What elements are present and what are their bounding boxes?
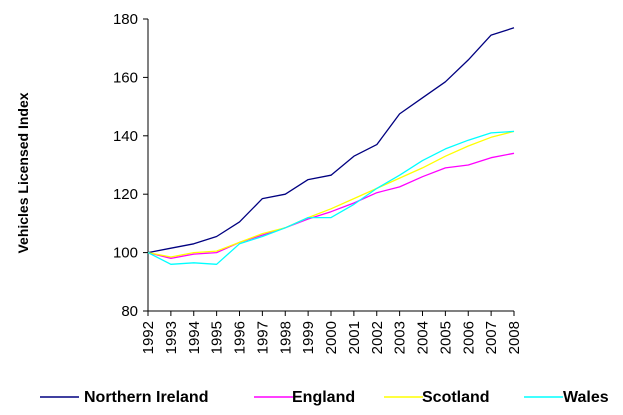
- legend-label: Wales: [563, 389, 609, 406]
- x-tick-label: 2000: [323, 321, 340, 354]
- y-tick-label: 120: [113, 186, 138, 203]
- y-tick-label: 160: [113, 69, 138, 86]
- x-tick-label: 2005: [437, 321, 454, 354]
- x-tick-label: 2008: [506, 321, 523, 354]
- x-tick-label: 1999: [300, 321, 317, 354]
- x-tick-label: 1996: [232, 321, 249, 354]
- x-tick-label: 1998: [277, 321, 294, 354]
- y-tick-label: 80: [121, 303, 138, 320]
- y-tick-label: 140: [113, 128, 138, 145]
- x-tick-label: 1992: [140, 321, 157, 354]
- x-tick-label: 2002: [369, 321, 386, 354]
- x-tick-label: 2004: [415, 321, 432, 354]
- y-axis-label: Vehicles Licensed Index: [15, 92, 31, 253]
- series-line-wales: [147, 130, 515, 265]
- x-tick-label: 2007: [483, 321, 500, 354]
- x-tick-label: 1997: [254, 321, 271, 354]
- x-tick-label: 1995: [209, 321, 226, 354]
- series-line-scotland: [147, 130, 515, 258]
- x-tick-label: 1994: [186, 321, 203, 354]
- series-line-northern-ireland: [147, 27, 515, 254]
- plot-lines: [147, 27, 515, 265]
- legend-label: Northern Ireland: [84, 389, 208, 406]
- y-tick-label: 100: [113, 245, 138, 262]
- x-tick-label: 2006: [460, 321, 477, 354]
- legend-label: Scotland: [422, 389, 490, 406]
- x-tick-label: 1993: [163, 321, 180, 354]
- x-tick-label: 2001: [346, 321, 363, 354]
- y-tick-label: 180: [113, 11, 138, 28]
- legend: Northern Ireland England Scotland Wales: [40, 389, 609, 406]
- legend-label: England: [292, 389, 355, 406]
- x-tick-label: 2003: [392, 321, 409, 354]
- series-line-england: [147, 152, 515, 260]
- axes: 80 100 120 140 160 180 1992 1993 1994 1995 1996 199…: [15, 11, 523, 354]
